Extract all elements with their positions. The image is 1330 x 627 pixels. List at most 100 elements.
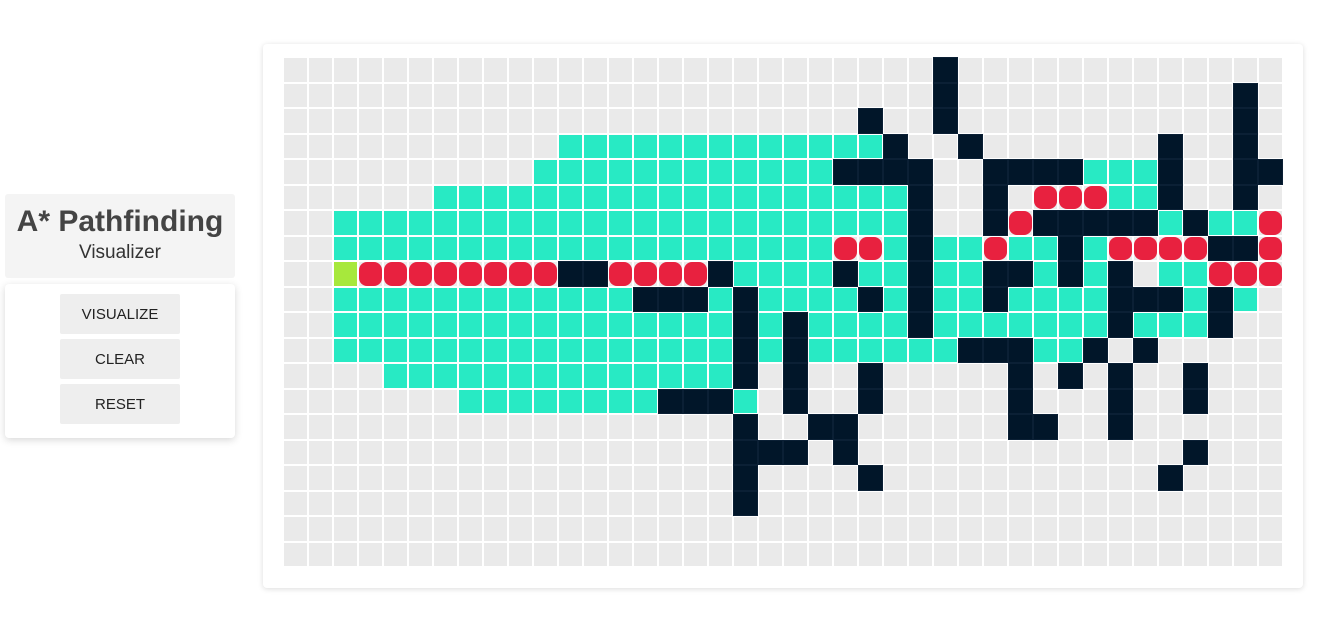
grid-cell[interactable]	[983, 108, 1008, 134]
grid-cell[interactable]	[1108, 133, 1133, 159]
open-cell[interactable]	[833, 286, 858, 312]
grid-cell[interactable]	[283, 465, 308, 491]
open-cell[interactable]	[533, 210, 558, 236]
grid-cell[interactable]	[358, 516, 383, 542]
grid-cell[interactable]	[1208, 490, 1233, 516]
open-cell[interactable]	[908, 337, 933, 363]
grid-cell[interactable]	[1108, 490, 1133, 516]
open-cell[interactable]	[458, 312, 483, 338]
grid-cell[interactable]	[1083, 490, 1108, 516]
open-cell[interactable]	[883, 337, 908, 363]
grid-cell[interactable]	[358, 82, 383, 108]
grid-cell[interactable]	[633, 57, 658, 83]
open-cell[interactable]	[458, 235, 483, 261]
path-cell[interactable]	[508, 261, 533, 287]
open-cell[interactable]	[658, 184, 683, 210]
wall-cell[interactable]	[633, 286, 658, 312]
grid-cell[interactable]	[858, 439, 883, 465]
grid-cell[interactable]	[408, 133, 433, 159]
grid-cell[interactable]	[558, 82, 583, 108]
wall-cell[interactable]	[1208, 312, 1233, 338]
grid-cell[interactable]	[633, 465, 658, 491]
path-cell[interactable]	[1033, 184, 1058, 210]
open-cell[interactable]	[858, 210, 883, 236]
wall-cell[interactable]	[1158, 133, 1183, 159]
grid-cell[interactable]	[908, 490, 933, 516]
open-cell[interactable]	[808, 159, 833, 185]
wall-cell[interactable]	[908, 159, 933, 185]
grid-cell[interactable]	[483, 516, 508, 542]
grid-cell[interactable]	[1258, 541, 1283, 567]
grid-cell[interactable]	[1233, 57, 1258, 83]
wall-cell[interactable]	[1233, 235, 1258, 261]
open-cell[interactable]	[658, 312, 683, 338]
grid-cell[interactable]	[1058, 57, 1083, 83]
grid-cell[interactable]	[858, 57, 883, 83]
grid-cell[interactable]	[1233, 388, 1258, 414]
grid-cell[interactable]	[908, 465, 933, 491]
open-cell[interactable]	[808, 261, 833, 287]
open-cell[interactable]	[658, 159, 683, 185]
grid-cell[interactable]	[858, 82, 883, 108]
wall-cell[interactable]	[683, 286, 708, 312]
grid-cell[interactable]	[908, 439, 933, 465]
grid-cell[interactable]	[1233, 465, 1258, 491]
grid-cell[interactable]	[283, 108, 308, 134]
wall-cell[interactable]	[858, 108, 883, 134]
open-cell[interactable]	[608, 363, 633, 389]
open-cell[interactable]	[808, 235, 833, 261]
grid-cell[interactable]	[633, 490, 658, 516]
grid-cell[interactable]	[1208, 541, 1233, 567]
open-cell[interactable]	[433, 210, 458, 236]
open-cell[interactable]	[808, 210, 833, 236]
open-cell[interactable]	[883, 312, 908, 338]
grid-cell[interactable]	[633, 516, 658, 542]
grid-cell[interactable]	[1158, 108, 1183, 134]
grid-cell[interactable]	[483, 82, 508, 108]
grid-cell[interactable]	[283, 541, 308, 567]
grid-cell[interactable]	[533, 57, 558, 83]
open-cell[interactable]	[1058, 286, 1083, 312]
grid-cell[interactable]	[283, 82, 308, 108]
wall-cell[interactable]	[1108, 388, 1133, 414]
open-cell[interactable]	[458, 388, 483, 414]
grid-cell[interactable]	[533, 82, 558, 108]
grid-cell[interactable]	[858, 414, 883, 440]
wall-cell[interactable]	[1158, 286, 1183, 312]
open-cell[interactable]	[1033, 337, 1058, 363]
grid-cell[interactable]	[458, 133, 483, 159]
open-cell[interactable]	[458, 337, 483, 363]
open-cell[interactable]	[808, 337, 833, 363]
wall-cell[interactable]	[708, 261, 733, 287]
open-cell[interactable]	[608, 235, 633, 261]
grid-cell[interactable]	[558, 541, 583, 567]
wall-cell[interactable]	[758, 439, 783, 465]
grid-cell[interactable]	[583, 465, 608, 491]
open-cell[interactable]	[708, 159, 733, 185]
wall-cell[interactable]	[1033, 414, 1058, 440]
grid-cell[interactable]	[1058, 388, 1083, 414]
grid-cell[interactable]	[883, 108, 908, 134]
open-cell[interactable]	[533, 184, 558, 210]
path-cell[interactable]	[1258, 210, 1283, 236]
grid-cell[interactable]	[308, 108, 333, 134]
open-cell[interactable]	[583, 184, 608, 210]
grid-cell[interactable]	[858, 490, 883, 516]
wall-cell[interactable]	[1058, 235, 1083, 261]
grid-cell[interactable]	[358, 184, 383, 210]
wall-cell[interactable]	[1233, 159, 1258, 185]
open-cell[interactable]	[933, 337, 958, 363]
grid-cell[interactable]	[308, 490, 333, 516]
grid-cell[interactable]	[983, 82, 1008, 108]
wall-cell[interactable]	[1233, 184, 1258, 210]
open-cell[interactable]	[383, 235, 408, 261]
wall-cell[interactable]	[1258, 159, 1283, 185]
open-cell[interactable]	[783, 286, 808, 312]
grid-cell[interactable]	[283, 337, 308, 363]
grid-cell[interactable]	[458, 490, 483, 516]
grid-cell[interactable]	[583, 57, 608, 83]
grid-cell[interactable]	[458, 465, 483, 491]
wall-cell[interactable]	[1183, 388, 1208, 414]
grid-cell[interactable]	[1033, 82, 1058, 108]
wall-cell[interactable]	[833, 414, 858, 440]
